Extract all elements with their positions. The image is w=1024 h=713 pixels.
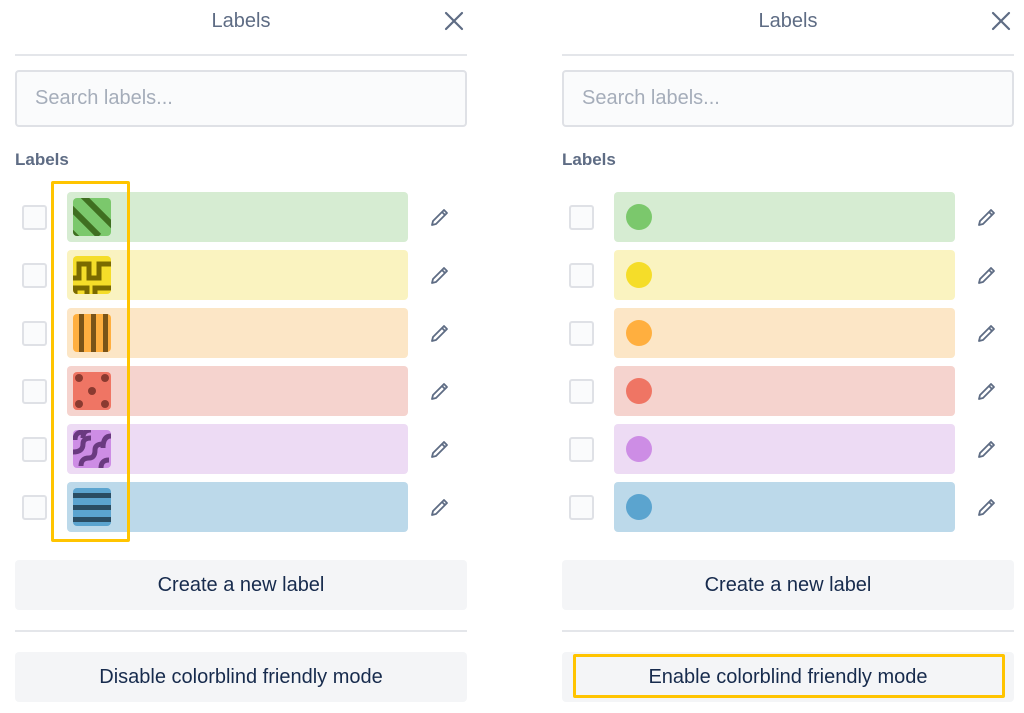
label-checkbox[interactable] bbox=[569, 437, 594, 462]
pencil-icon[interactable] bbox=[429, 496, 451, 518]
divider bbox=[15, 54, 467, 56]
pencil-icon[interactable] bbox=[976, 264, 998, 286]
label-row-blue bbox=[15, 482, 467, 532]
label-blue[interactable] bbox=[614, 482, 955, 532]
colorblind-toggle-button[interactable]: Enable colorblind friendly mode bbox=[562, 652, 1014, 702]
label-checkbox[interactable] bbox=[569, 379, 594, 404]
purple-color-dot bbox=[626, 436, 652, 462]
vertical-stripes-pattern-swatch bbox=[73, 314, 111, 352]
pencil-icon[interactable] bbox=[976, 322, 998, 344]
diagonal-stripes-pattern-swatch bbox=[73, 198, 111, 236]
label-checkbox[interactable] bbox=[569, 495, 594, 520]
label-checkbox[interactable] bbox=[22, 437, 47, 462]
orange-color-dot bbox=[626, 320, 652, 346]
divider bbox=[562, 630, 1014, 632]
close-icon[interactable] bbox=[441, 8, 467, 34]
label-row-orange bbox=[15, 308, 467, 358]
label-checkbox[interactable] bbox=[22, 263, 47, 288]
pencil-icon[interactable] bbox=[976, 380, 998, 402]
label-row-red bbox=[562, 366, 1014, 416]
label-red[interactable] bbox=[614, 366, 955, 416]
label-row-purple bbox=[562, 424, 1014, 474]
label-blue[interactable] bbox=[67, 482, 408, 532]
labels-panel-colorblind: Labels Search labels... Labels Create a … bbox=[15, 0, 467, 713]
create-label-button[interactable]: Create a new label bbox=[562, 560, 1014, 610]
label-red[interactable] bbox=[67, 366, 408, 416]
label-yellow[interactable] bbox=[67, 250, 408, 300]
label-checkbox[interactable] bbox=[569, 263, 594, 288]
pencil-icon[interactable] bbox=[976, 206, 998, 228]
pencil-icon[interactable] bbox=[976, 496, 998, 518]
blue-color-dot bbox=[626, 494, 652, 520]
search-labels-input[interactable] bbox=[15, 70, 467, 127]
colorblind-toggle-button[interactable]: Disable colorblind friendly mode bbox=[15, 652, 467, 702]
label-orange[interactable] bbox=[67, 308, 408, 358]
dots-pattern-swatch bbox=[73, 372, 111, 410]
labels-section-heading: Labels bbox=[15, 150, 69, 169]
yellow-color-dot bbox=[626, 262, 652, 288]
panel-title: Labels bbox=[211, 10, 271, 32]
red-color-dot bbox=[626, 378, 652, 404]
divider bbox=[15, 630, 467, 632]
label-row-yellow bbox=[15, 250, 467, 300]
panel-title: Labels bbox=[758, 10, 818, 32]
label-checkbox[interactable] bbox=[569, 205, 594, 230]
label-row-yellow bbox=[562, 250, 1014, 300]
label-checkbox[interactable] bbox=[22, 321, 47, 346]
label-green[interactable] bbox=[614, 192, 955, 242]
green-color-dot bbox=[626, 204, 652, 230]
pencil-icon[interactable] bbox=[429, 380, 451, 402]
label-checkbox[interactable] bbox=[22, 205, 47, 230]
pencil-icon[interactable] bbox=[429, 264, 451, 286]
pencil-icon[interactable] bbox=[976, 438, 998, 460]
labels-section-heading: Labels bbox=[562, 150, 616, 169]
pencil-icon[interactable] bbox=[429, 438, 451, 460]
label-row-green bbox=[15, 192, 467, 242]
squiggle-pattern-swatch bbox=[73, 256, 111, 294]
pencil-icon[interactable] bbox=[429, 206, 451, 228]
label-row-blue bbox=[562, 482, 1014, 532]
label-row-green bbox=[562, 192, 1014, 242]
create-label-button[interactable]: Create a new label bbox=[15, 560, 467, 610]
label-checkbox[interactable] bbox=[22, 495, 47, 520]
close-icon[interactable] bbox=[988, 8, 1014, 34]
label-green[interactable] bbox=[67, 192, 408, 242]
waves-pattern-swatch bbox=[73, 430, 111, 468]
label-purple[interactable] bbox=[67, 424, 408, 474]
divider bbox=[562, 54, 1014, 56]
pencil-icon[interactable] bbox=[429, 322, 451, 344]
horizontal-stripes-pattern-swatch bbox=[73, 488, 111, 526]
label-checkbox[interactable] bbox=[569, 321, 594, 346]
label-purple[interactable] bbox=[614, 424, 955, 474]
label-orange[interactable] bbox=[614, 308, 955, 358]
label-row-purple bbox=[15, 424, 467, 474]
label-row-orange bbox=[562, 308, 1014, 358]
label-yellow[interactable] bbox=[614, 250, 955, 300]
search-labels-input[interactable] bbox=[562, 70, 1014, 127]
labels-panel-standard: Labels Search labels... Labels Create a … bbox=[562, 0, 1014, 713]
label-checkbox[interactable] bbox=[22, 379, 47, 404]
label-row-red bbox=[15, 366, 467, 416]
